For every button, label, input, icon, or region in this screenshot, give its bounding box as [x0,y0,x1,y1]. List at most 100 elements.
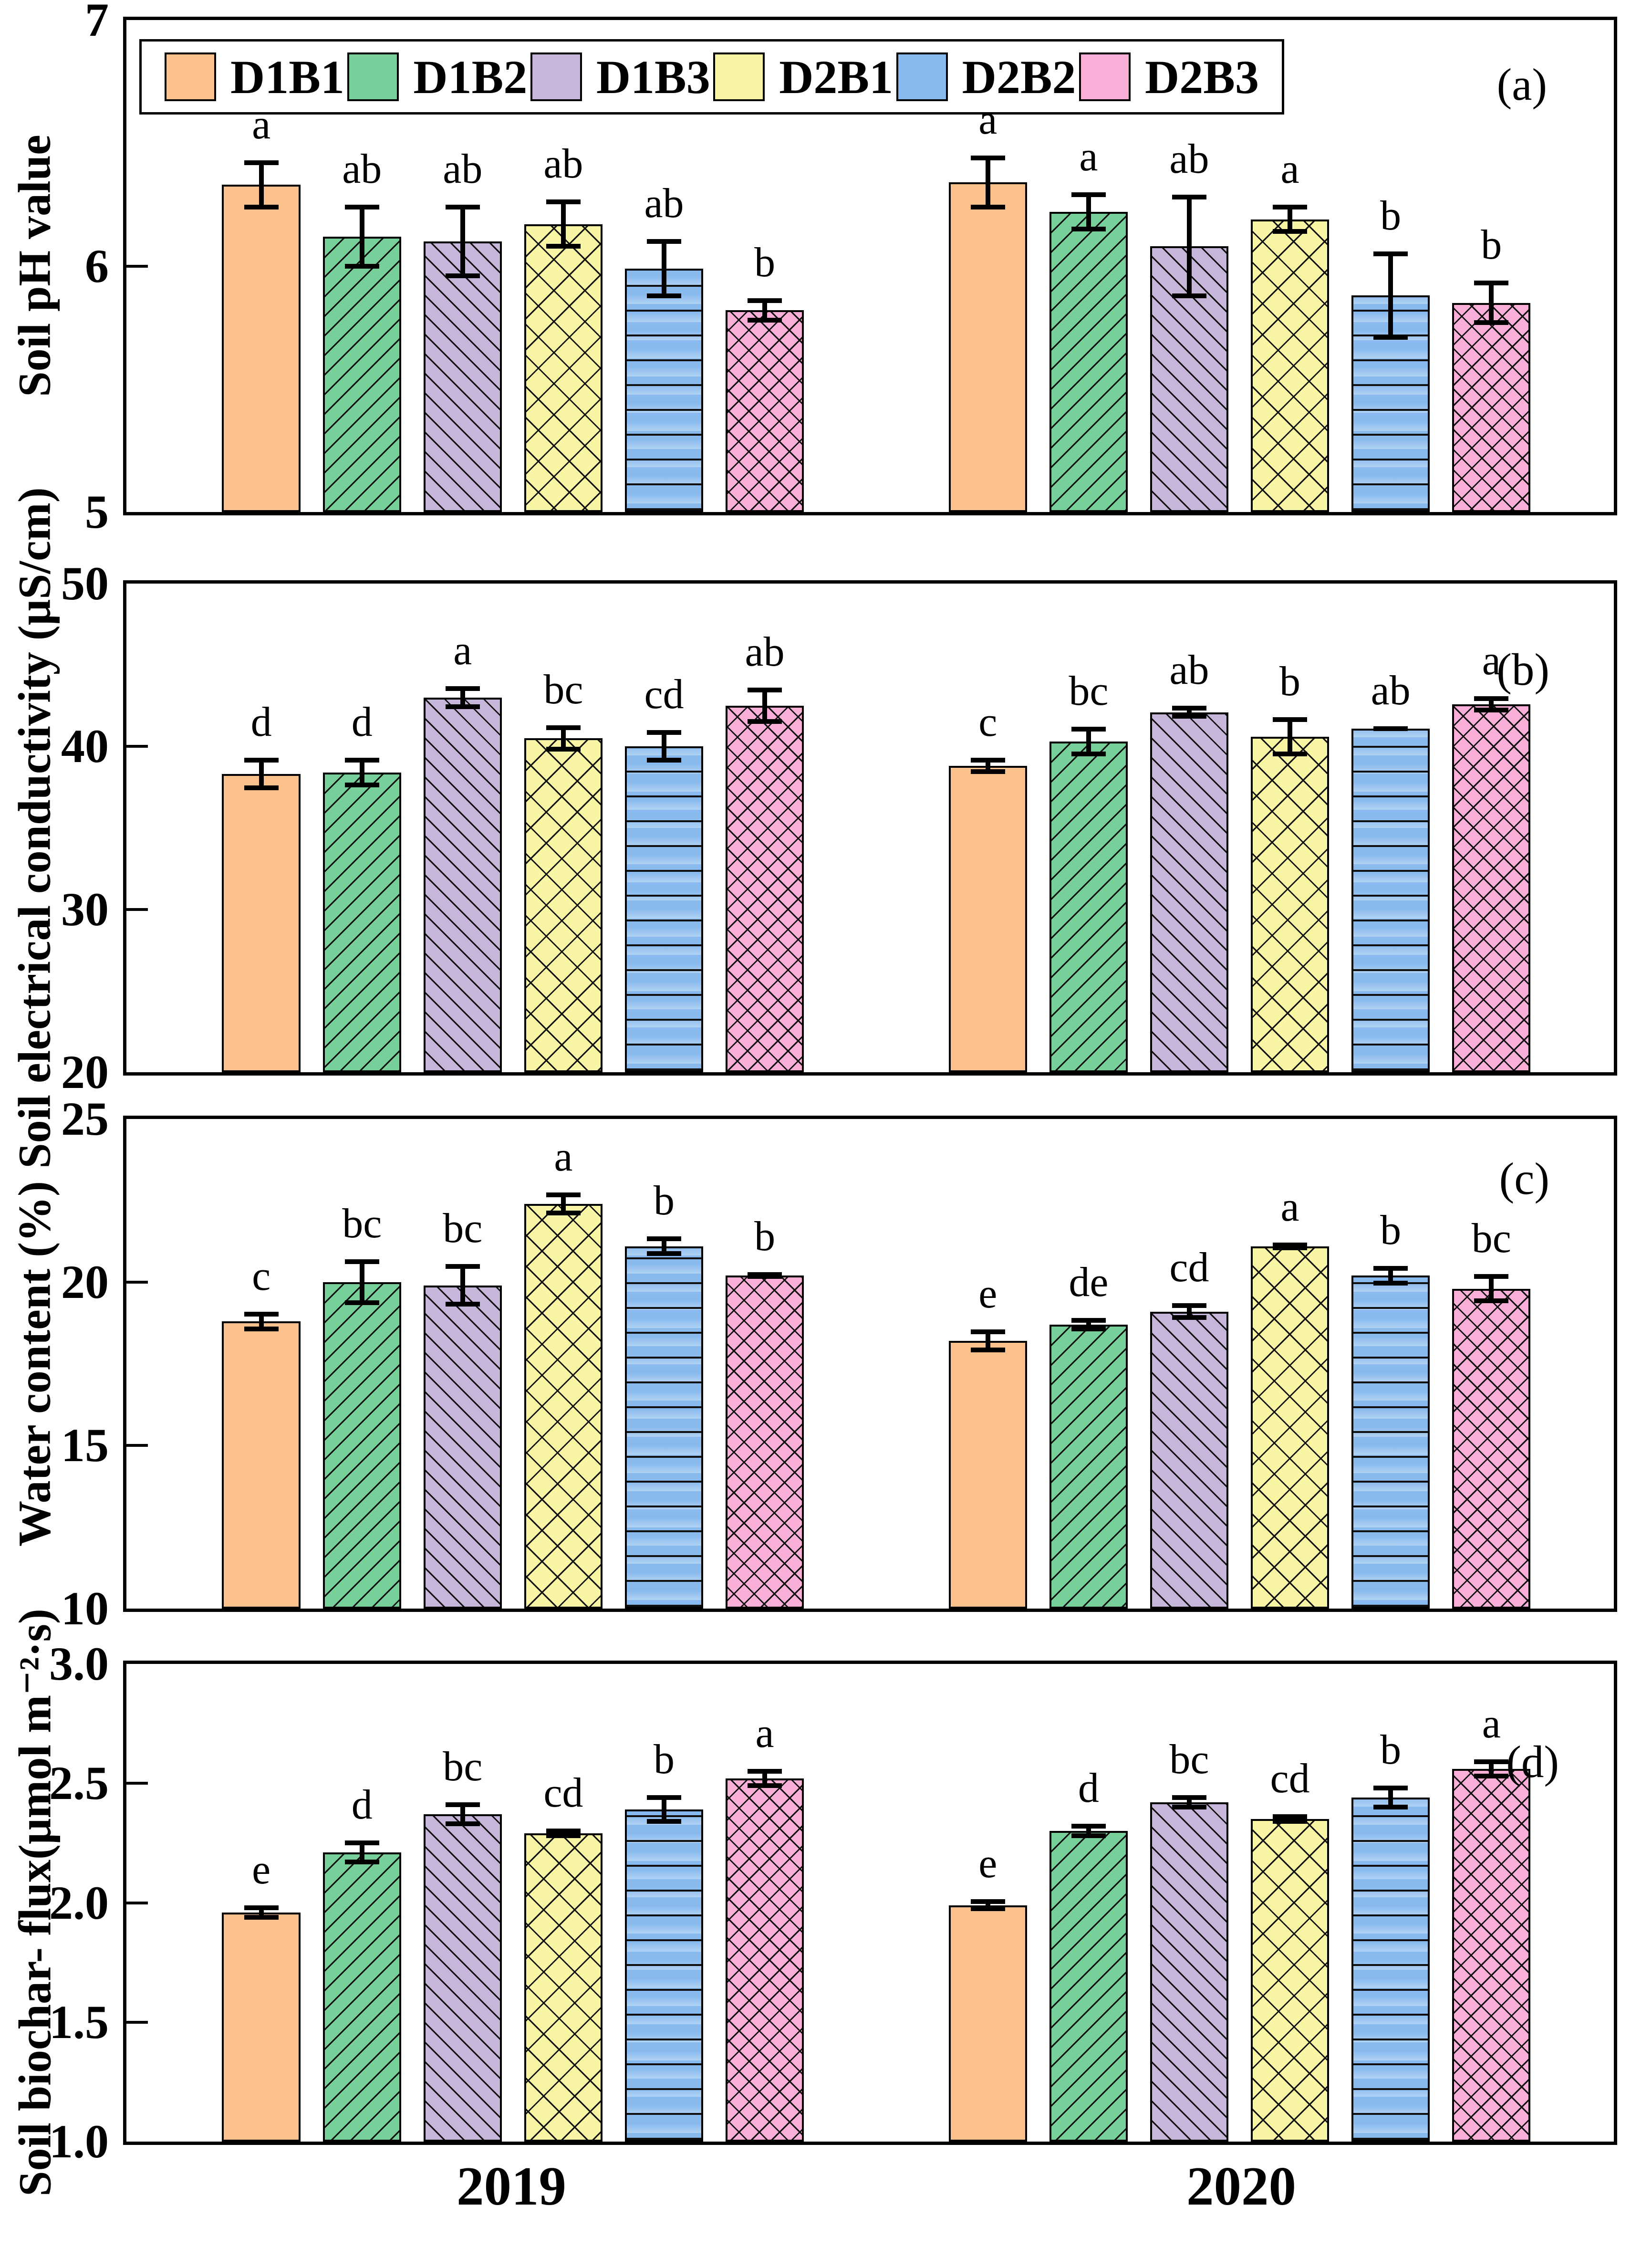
error-bar-cap-bot [244,204,279,209]
error-bar-D2B3-2019 [748,688,782,724]
error-bar-cap-top [970,155,1005,160]
error-bar-D1B2-2019 [344,1259,379,1305]
error-bar-D1B3-2020 [1172,1795,1206,1810]
legend-item-d1b1: D1B1 [165,50,344,105]
error-bar-cap-top [1373,1786,1408,1791]
error-bar-D2B1-2019 [546,199,581,249]
significance-letter-D1B2-2019: ab [342,146,382,192]
significance-letter-D2B1-2019: a [554,1133,573,1180]
error-bar-cap-bot [1474,320,1509,325]
error-bar-cap-top [1071,1318,1106,1323]
error-bar-cap-top [1474,1274,1509,1279]
significance-letter-D2B3-2019: a [755,1710,774,1757]
significance-letter-D1B3-2019: bc [443,1205,483,1252]
error-bar-cap-top [546,725,581,730]
significance-letter-D1B3-2020: bc [1169,1736,1209,1783]
bar-D2B3-2020 [1452,1769,1531,2142]
bar-D2B2-2019 [624,268,704,512]
error-bar-stem [460,1264,465,1307]
error-bar-stem [359,204,364,269]
bar-D2B3-2019 [725,1276,804,1609]
legend-swatch-d1b3 [530,52,582,101]
error-bar-cap-bot [546,244,581,249]
bar-D1B3-2020 [1150,1802,1229,2142]
error-bar-stem [259,758,264,791]
error-bar-cap-bot [748,318,782,323]
error-bar-cap-top [647,1236,681,1242]
bar-D2B3-2020 [1452,303,1531,512]
bar-D2B3-2019 [725,310,804,512]
error-bar-cap-bot [1474,707,1509,712]
significance-letter-D2B3-2020: b [1481,222,1502,269]
y-axis-label-biochar-flux: Soil biochar- flux(μmol m⁻²·s) [9,1609,61,2196]
error-bar-stem [985,1329,990,1353]
legend-label-d1b3: D1B3 [596,50,710,104]
error-bar-stem [1186,706,1192,719]
error-bar-cap-bot [748,1783,782,1788]
bar-D2B2-2019 [624,746,704,1072]
error-bar-D2B1-2019 [546,725,581,752]
error-bar-stem [1288,204,1293,234]
error-bar-cap-top [647,730,681,735]
error-bar-cap-bot [546,1210,581,1215]
y-tick-label: 7 [85,0,109,46]
error-bar-cap-top [1373,251,1408,256]
error-bar-cap-bot [647,1819,681,1824]
error-bar-D2B2-2019 [647,1795,681,1824]
error-bar-D2B2-2020 [1373,726,1408,731]
x-axis-label-2020: 2020 [1186,2156,1296,2217]
error-bar-D2B2-2019 [647,730,681,763]
error-bar-D1B2-2020 [1071,727,1106,756]
legend-item-d2b1: D2B1 [713,50,893,105]
significance-letter-D2B2-2020: b [1380,1727,1402,1774]
error-bar-cap-bot [1474,1298,1509,1304]
error-bar-cap-top [445,686,480,691]
bar-D2B1-2020 [1250,1819,1330,2142]
error-bar-D2B3-2020 [1474,281,1509,325]
legend-label-d1b1: D1B1 [230,50,344,104]
error-bar-cap-bot [748,719,782,724]
error-bar-D2B1-2019 [546,1192,581,1215]
error-bar-stem [259,1905,264,1920]
error-bar-cap-bot [344,263,379,269]
legend-item-d2b3: D2B3 [1079,50,1259,105]
significance-letter-D2B1-2020: b [1279,658,1301,705]
significance-letter-D1B2-2020: d [1078,1765,1099,1812]
bar-D2B3-2020 [1452,1288,1531,1609]
bar-D1B2-2019 [322,1282,401,1609]
error-bar-stem [460,686,465,709]
error-bar-stem [1186,1303,1192,1320]
significance-letter-D1B1-2020: e [978,1840,997,1887]
legend-swatch-d2b2 [896,52,948,101]
error-bar-D2B3-2019 [748,1769,782,1788]
y-tick-mark [126,1901,148,1904]
error-bar-stem [561,1829,566,1839]
error-bar-D1B1-2019 [244,1905,279,1920]
y-tick-label: 2.5 [49,1757,109,1810]
error-bar-cap-bot [546,746,581,752]
error-bar-cap-bot [1071,227,1106,232]
bar-D2B2-2020 [1351,1276,1430,1609]
bar-D1B3-2019 [423,241,502,512]
error-bar-D2B2-2019 [647,1236,681,1256]
significance-letter-D2B3-2020: bc [1471,1215,1511,1262]
error-bar-cap-top [1273,204,1308,209]
error-bar-stem [259,1311,264,1331]
error-bar-stem [1288,1814,1293,1824]
bar-D1B2-2019 [322,1852,401,2142]
y-axis-label-water-content: Water content (%) [9,1181,60,1547]
error-bar-D2B1-2020 [1273,717,1308,756]
significance-letter-D2B2-2019: ab [644,180,684,227]
error-bar-cap-bot [1373,726,1408,731]
error-bar-cap-bot [1071,751,1106,756]
error-bar-cap-top [1172,1303,1206,1308]
error-bar-cap-top [1474,1759,1509,1765]
y-tick-mark [126,908,148,911]
bar-D2B3-2019 [725,706,804,1072]
y-tick-mark [126,1281,148,1284]
error-bar-stem [662,1236,666,1256]
legend-swatch-d1b2 [347,52,399,101]
error-bar-cap-top [445,1264,480,1269]
error-bar-D1B1-2019 [244,1311,279,1331]
y-tick-label: 20 [61,1255,109,1308]
